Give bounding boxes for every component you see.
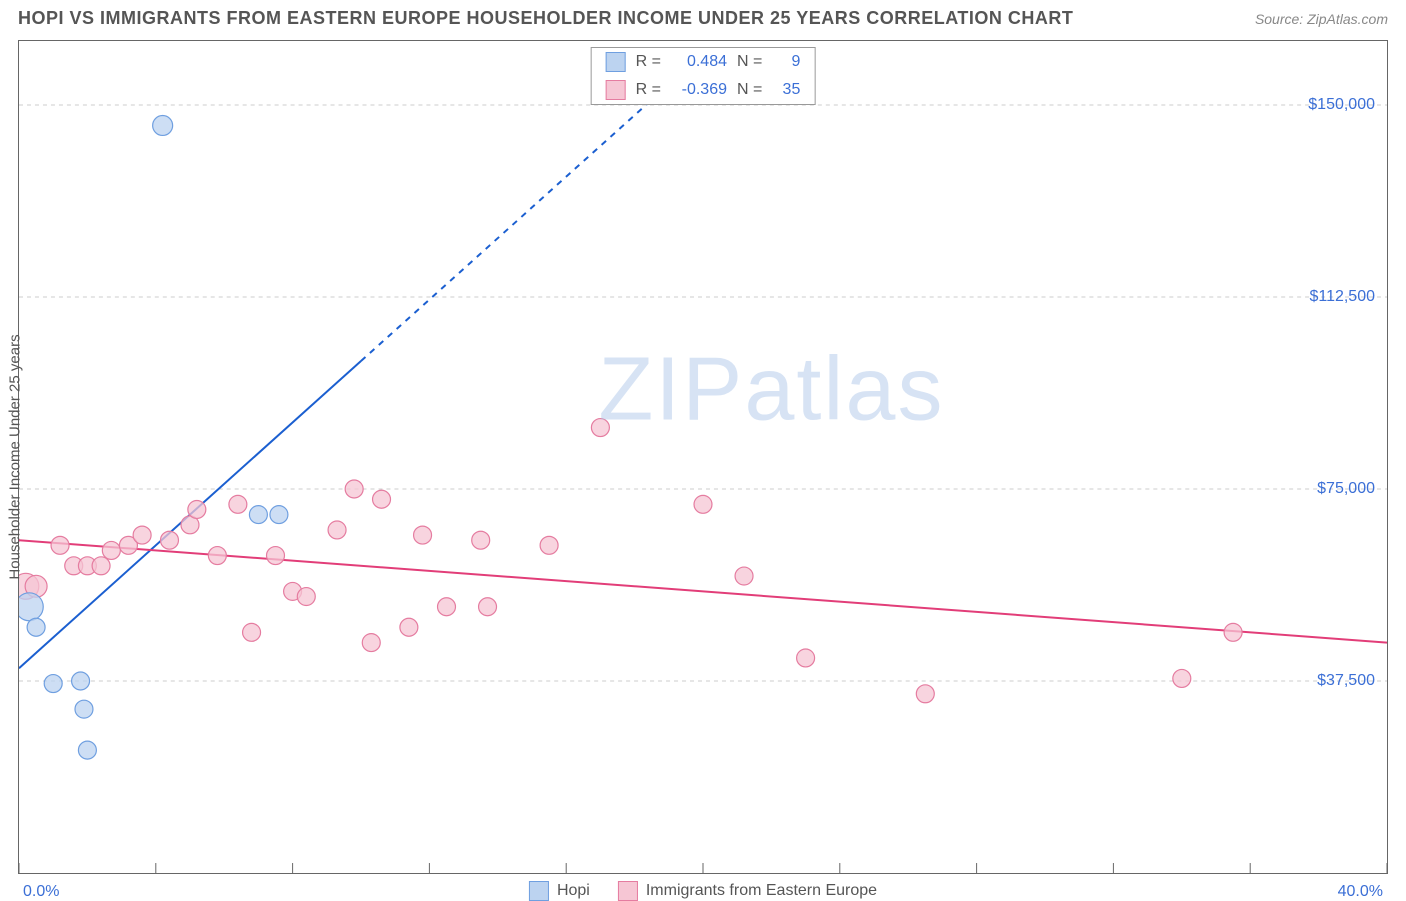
y-tick-label: $112,500 [1309, 288, 1375, 306]
legend-swatch [606, 80, 626, 100]
scatter-chart [19, 41, 1387, 873]
x-axis-end-label: 40.0% [1338, 883, 1383, 901]
r-label: R = [636, 81, 661, 99]
r-value: 0.484 [671, 53, 727, 71]
chart-header: HOPI VS IMMIGRANTS FROM EASTERN EUROPE H… [0, 0, 1406, 33]
chart-title: HOPI VS IMMIGRANTS FROM EASTERN EUROPE H… [18, 8, 1073, 29]
y-tick-label: $150,000 [1308, 96, 1375, 114]
n-value: 9 [772, 53, 800, 71]
correlation-row: R = 0.484 N = 9 [592, 48, 815, 76]
legend-swatch [618, 881, 638, 901]
source-label: Source: ZipAtlas.com [1255, 11, 1388, 27]
legend-item: Hopi [529, 881, 590, 901]
y-tick-label: $75,000 [1317, 480, 1375, 498]
legend-item: Immigrants from Eastern Europe [618, 881, 877, 901]
r-label: R = [636, 53, 661, 71]
r-value: -0.369 [671, 81, 727, 99]
n-value: 35 [772, 81, 800, 99]
correlation-legend: R = 0.484 N = 9 R = -0.369 N = 35 [591, 47, 816, 105]
y-tick-label: $37,500 [1317, 672, 1375, 690]
legend-swatch [606, 52, 626, 72]
correlation-row: R = -0.369 N = 35 [592, 76, 815, 104]
series-legend: Hopi Immigrants from Eastern Europe [529, 881, 877, 901]
legend-label: Immigrants from Eastern Europe [646, 882, 877, 900]
n-label: N = [737, 53, 762, 71]
legend-label: Hopi [557, 882, 590, 900]
x-axis-start-label: 0.0% [23, 883, 59, 901]
legend-swatch [529, 881, 549, 901]
plot-area: Householder Income Under 25 years ZIPatl… [18, 40, 1388, 874]
n-label: N = [737, 81, 762, 99]
